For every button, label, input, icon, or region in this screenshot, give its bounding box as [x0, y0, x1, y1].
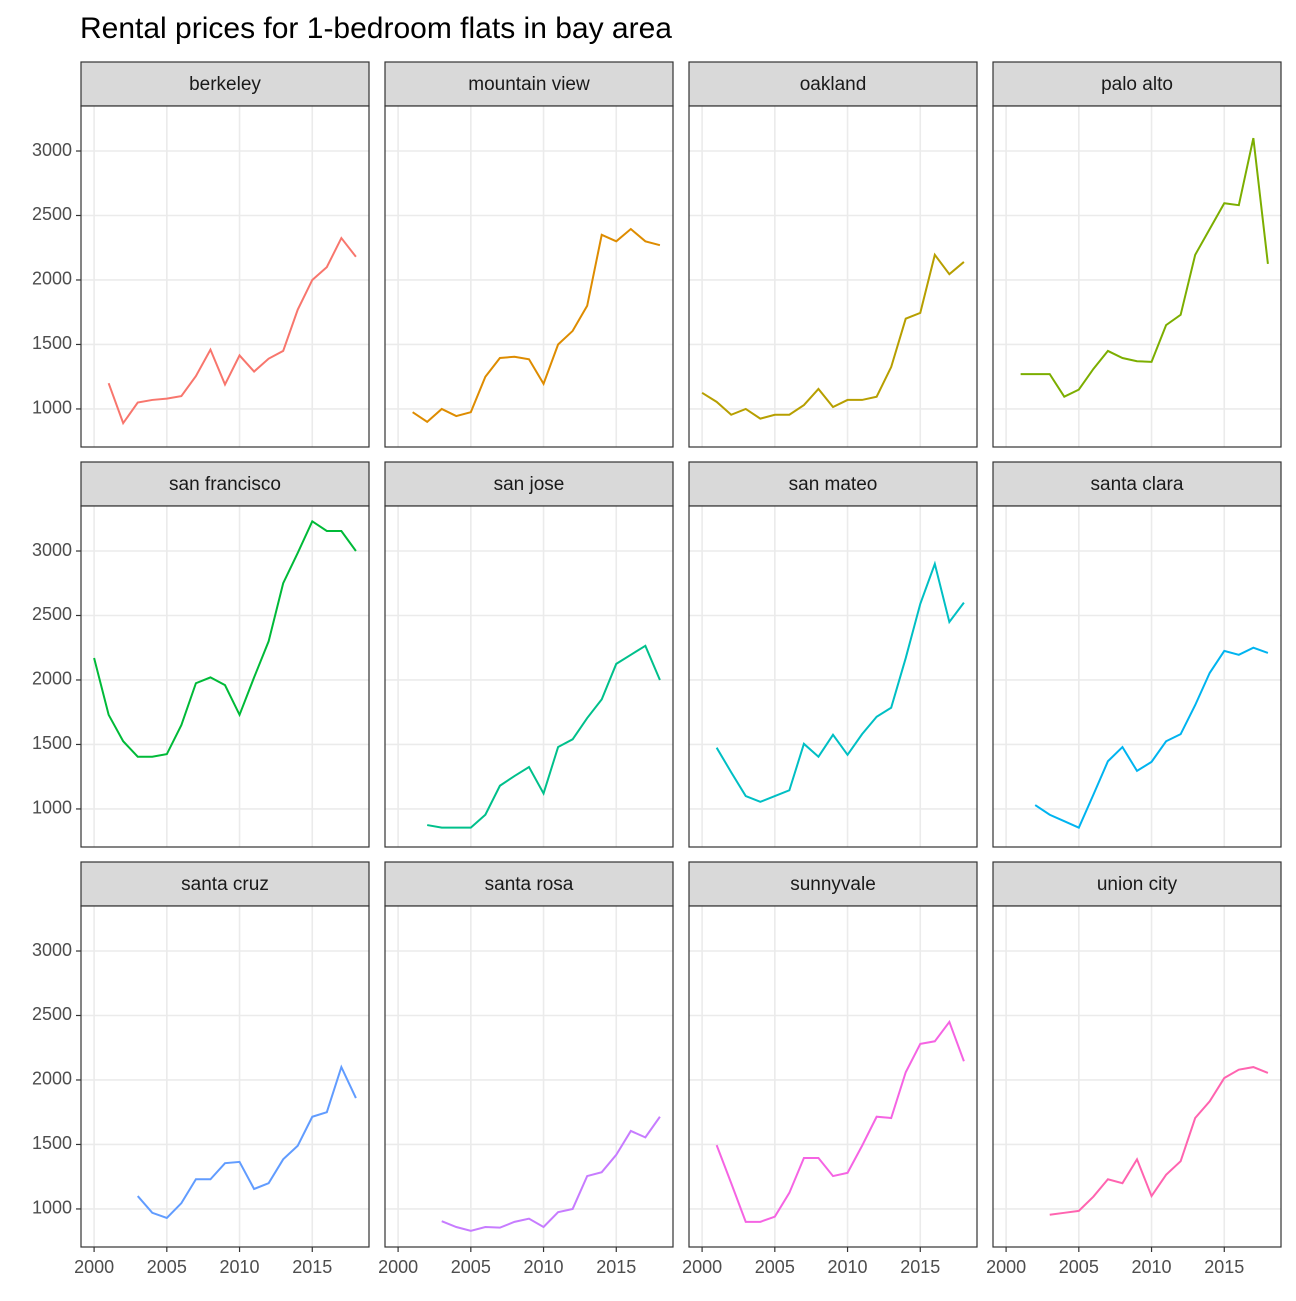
- x-tick-label: 2005: [451, 1257, 491, 1277]
- panel: [993, 106, 1281, 447]
- strip: [992, 461, 1282, 507]
- line: [715, 560, 965, 803]
- y-tick-label: 2000: [32, 269, 72, 289]
- x-tick-label: 2010: [220, 1257, 260, 1277]
- y-tick-label: 2000: [32, 669, 72, 689]
- strip: [384, 461, 674, 507]
- panel: [689, 506, 977, 847]
- panel-border: [688, 905, 978, 1248]
- panel: [689, 906, 977, 1247]
- strip: [80, 61, 370, 107]
- y-tick-label: 1500: [32, 733, 72, 753]
- y-tick-label: 2500: [32, 1004, 72, 1024]
- strip: [384, 61, 674, 107]
- x-tick-label: 2005: [147, 1257, 187, 1277]
- line: [427, 644, 661, 829]
- strip: [992, 861, 1282, 907]
- strip-label: sunnyvale: [790, 874, 876, 895]
- x-tick-label: 2015: [900, 1257, 940, 1277]
- line: [1049, 1066, 1269, 1216]
- panel-border: [992, 105, 1282, 448]
- y-tick-label: 2500: [32, 204, 72, 224]
- x-tick-label: 2000: [682, 1257, 722, 1277]
- x-tick-label: 2015: [1204, 1257, 1244, 1277]
- y-tick-label: 1000: [32, 1198, 72, 1218]
- strip: [384, 861, 674, 907]
- panel: [385, 506, 673, 847]
- y-tick-label: 1500: [32, 1133, 72, 1153]
- y-tick-label: 1000: [32, 798, 72, 818]
- x-tick-label: 2010: [524, 1257, 564, 1277]
- line: [412, 227, 661, 424]
- line: [1034, 646, 1269, 829]
- panel: [385, 106, 673, 447]
- x-tick-label: 2010: [828, 1257, 868, 1277]
- line: [441, 1116, 661, 1232]
- line: [1020, 137, 1269, 398]
- x-tick-label: 2015: [292, 1257, 332, 1277]
- strip-label: san francisco: [169, 474, 281, 495]
- panel-border: [384, 105, 674, 448]
- strip-label: santa cruz: [181, 874, 269, 895]
- panel-border: [688, 105, 978, 448]
- panel-border: [80, 105, 370, 448]
- y-tick-label: 1500: [32, 333, 72, 353]
- strip-label: mountain view: [468, 74, 590, 95]
- strip: [688, 861, 978, 907]
- panel: [81, 506, 369, 847]
- strip-label: palo alto: [1101, 74, 1173, 95]
- panel-border: [992, 505, 1282, 848]
- y-tick-label: 3000: [32, 140, 72, 160]
- line: [136, 1064, 357, 1220]
- x-tick-label: 2015: [596, 1257, 636, 1277]
- panel-border: [992, 905, 1282, 1248]
- x-tick-label: 2010: [1132, 1257, 1172, 1277]
- strip-label: san mateo: [789, 474, 878, 495]
- panel-border: [688, 505, 978, 848]
- panel: [993, 906, 1281, 1247]
- line: [715, 1019, 965, 1223]
- x-tick-label: 2005: [755, 1257, 795, 1277]
- x-tick-label: 2000: [986, 1257, 1026, 1277]
- panel: [81, 906, 369, 1247]
- panel: [993, 506, 1281, 847]
- panel-border: [80, 905, 370, 1248]
- panel-border: [384, 505, 674, 848]
- line: [107, 236, 357, 426]
- strip: [80, 461, 370, 507]
- strip-label: berkeley: [189, 74, 261, 95]
- y-tick-label: 3000: [32, 540, 72, 560]
- strip: [80, 861, 370, 907]
- y-tick-label: 3000: [32, 940, 72, 960]
- strip-label: san jose: [494, 474, 565, 495]
- y-tick-label: 2500: [32, 604, 72, 624]
- strip-label: oakland: [800, 74, 867, 95]
- strip-label: santa clara: [1091, 474, 1184, 495]
- strip-label: union city: [1097, 874, 1178, 895]
- strip-label: santa rosa: [485, 874, 574, 895]
- panel: [81, 106, 369, 447]
- x-tick-label: 2000: [378, 1257, 418, 1277]
- y-tick-label: 1000: [32, 398, 72, 418]
- x-tick-label: 2005: [1059, 1257, 1099, 1277]
- panel: [689, 106, 977, 447]
- panel-border: [384, 905, 674, 1248]
- chart-title: Rental prices for 1-bedroom flats in bay…: [80, 12, 672, 45]
- y-tick-label: 2000: [32, 1069, 72, 1089]
- line: [701, 252, 965, 420]
- line: [93, 519, 357, 758]
- strip: [688, 61, 978, 107]
- panel: [385, 906, 673, 1247]
- x-tick-label: 2000: [74, 1257, 114, 1277]
- panel-border: [80, 505, 370, 848]
- strip: [688, 461, 978, 507]
